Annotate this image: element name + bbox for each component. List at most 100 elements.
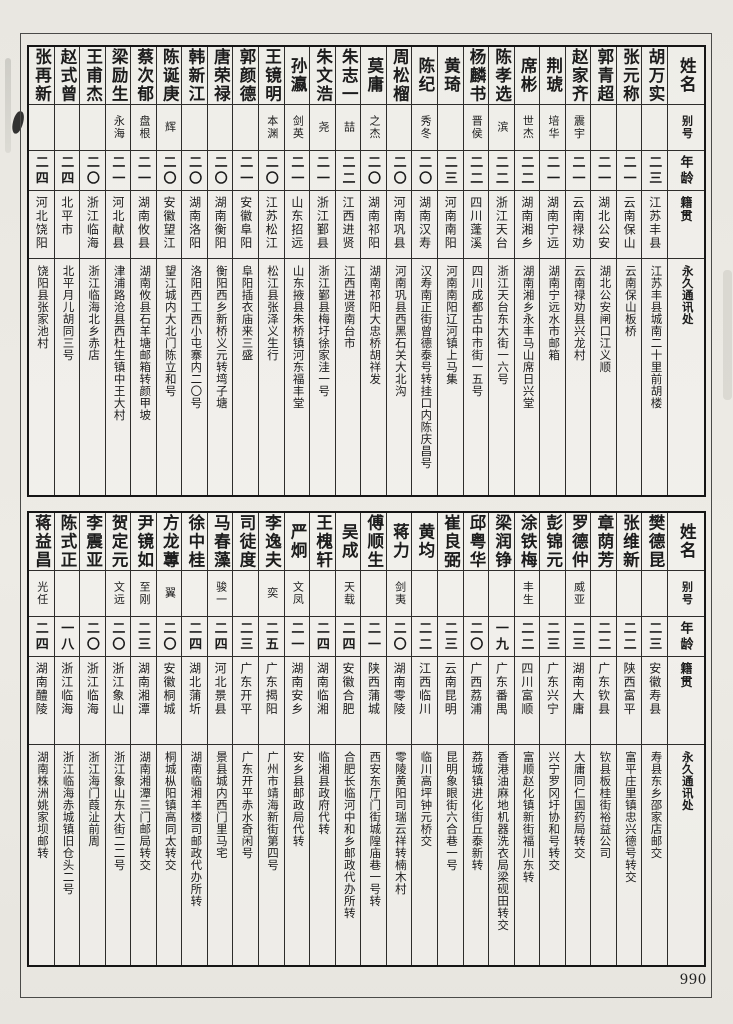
- entry-age-cell: 二一: [361, 617, 386, 657]
- entry-age-cell: 二〇: [386, 151, 412, 191]
- entry-address-text: 大庸同仁国药局转交: [572, 751, 585, 859]
- entry-age-text: 二三: [570, 620, 586, 653]
- entry-age-text: 二〇: [263, 154, 279, 187]
- directory-entry-column: 陈诞庚辉二〇 安徽望江 望江城内大北门陈立和号: [155, 47, 182, 495]
- entry-native-place-text: 浙江临海: [59, 662, 74, 716]
- directory-entry-column: 杨麟书 晋侯 二二 四川蓬溪 四川成都古中市街一五号: [462, 47, 489, 495]
- entry-alias-cell: [642, 571, 667, 617]
- entry-native-place-cell: 湖北公安: [591, 191, 616, 259]
- entry-native-place-cell: 湖南湘潭: [131, 657, 156, 745]
- entry-name-text: 涂铁梅: [518, 513, 538, 570]
- entry-name-text: 崔良弼: [441, 513, 461, 570]
- entry-native-place-cell: 江西临川: [412, 657, 437, 745]
- entry-address-cell: 富平庄里镇忠兴德号转交: [617, 745, 642, 965]
- entry-name-cell: 罗德仲: [565, 513, 591, 571]
- entry-age-text: 二二: [417, 620, 433, 653]
- entry-native-place-text: 湖南攸县: [136, 196, 151, 250]
- alias-row-header: 别号: [668, 571, 704, 617]
- entry-age-text: 一九: [493, 620, 509, 653]
- entry-age-text: 二三: [442, 154, 458, 187]
- entry-address-text: 浙江鄞县梅圩徐家洼一号: [317, 265, 330, 397]
- entry-address-cell: 云南禄劝县兴龙村: [566, 259, 591, 495]
- entry-address-cell: 湖南株洲姚家坝邮转: [29, 745, 54, 965]
- address-row-header: 永久通讯处: [668, 745, 704, 965]
- entry-age-cell: 二〇: [463, 617, 489, 657]
- entry-name-cell: 王槐轩: [310, 513, 335, 571]
- entry-alias-text: 之杰: [368, 115, 381, 140]
- entry-address-cell: 富顺赵化镇新街福川东转: [515, 745, 540, 965]
- entry-alias-text: 滨: [495, 121, 508, 134]
- entry-address-text: 寿县东乡邵家店邮交: [649, 751, 662, 859]
- entry-age-cell: 二四: [54, 151, 80, 191]
- entry-native-place-text: 安徽望江: [162, 196, 177, 250]
- entry-age-text: 二〇: [417, 154, 433, 187]
- entry-age-text: 二〇: [110, 620, 126, 653]
- directory-entry-column: 朱文浩尧二一 浙江鄞县 浙江鄞县梅圩徐家洼一号: [309, 47, 335, 495]
- entry-age-cell: 二三: [565, 617, 591, 657]
- entry-address-text: 江西进贤南台市: [342, 265, 355, 349]
- entry-address-text: 安乡县邮政局代转: [291, 751, 304, 847]
- directory-entry-column: 唐荣禄 二〇 湖南衡阳 衡阳西乡新桥义元转塆子塘: [206, 47, 233, 495]
- name-row-label: 姓名: [677, 57, 697, 94]
- entry-name-text: 吴成: [339, 523, 359, 560]
- entry-name-cell: 黄均: [412, 513, 437, 571]
- entry-name-cell: 王甫杰: [80, 47, 105, 105]
- entry-name-cell: 李逸夫: [259, 513, 284, 571]
- entry-name-cell: 朱志一: [335, 47, 361, 105]
- entry-age-cell: 二二: [514, 151, 540, 191]
- entry-alias-cell: 滨: [489, 105, 514, 151]
- entry-native-place-text: 广东钦县: [596, 662, 611, 716]
- entry-address-cell: 零陵黄阳司瑞云祥转楠木村: [387, 745, 412, 965]
- name-row-header: 姓名: [668, 47, 704, 105]
- entry-native-place-cell: 湖南醴陵: [28, 657, 54, 745]
- entry-alias-cell: 至刚: [131, 571, 156, 617]
- directory-entry-column: 朱志一喆二二 江西进贤 江西进贤南台市: [334, 47, 361, 495]
- entry-native-place-text: 湖北蒲圻: [187, 662, 202, 716]
- directory-entry-column: 徐中桂 二四 湖北蒲圻 湖南临湘羊楼司邮政代办所转: [181, 513, 207, 965]
- entry-address-text: 湖南湘乡永丰马山席日兴堂: [521, 265, 534, 409]
- entry-native-place-cell: 湖南大庸: [565, 657, 591, 745]
- entry-native-place-cell: 湖南汉寿: [412, 191, 437, 259]
- directory-entry-column: 蔡次郁 盘根 二一 湖南攸县 湖南攸县石羊塘邮箱转颜甲坡: [130, 47, 156, 495]
- entry-name-text: 唐荣禄: [211, 47, 231, 104]
- entry-name-text: 马春藻: [211, 513, 231, 570]
- age-row-header: 年龄: [668, 151, 704, 191]
- entry-address-cell: 临川高坪钟元桥交: [412, 745, 437, 965]
- directory-entry-column: 莫庸 之杰 二〇 湖南祁阳 湖南祁阳大忠桥胡祥发: [360, 47, 386, 495]
- entry-age-cell: 二一: [616, 151, 642, 191]
- entry-alias-cell: 盘根: [131, 105, 156, 151]
- entry-name-text: 陈式正: [58, 513, 78, 570]
- entry-native-place-cell: 四川富顺: [514, 657, 540, 745]
- entry-native-place-cell: 湖南衡阳: [207, 191, 233, 259]
- entry-age-text: 二一: [544, 154, 560, 187]
- entry-native-place-text: 广西荔浦: [468, 662, 483, 716]
- entry-alias-cell: [361, 571, 386, 617]
- entry-native-place-cell: 云南昆明: [437, 657, 463, 745]
- entry-address-text: 荔城镇进化街丘泰新转: [470, 751, 483, 871]
- directory-entry-column: 席彬 世杰 二二 湖南湘乡 湖南湘乡永丰马山席日兴堂: [513, 47, 540, 495]
- entry-name-cell: 赵家齐: [565, 47, 591, 105]
- directory-entry-column: 黄琦 二三 河南南阳 河南南阳辽河镇上马集: [436, 47, 463, 495]
- entry-name-cell: 蒋力: [386, 513, 412, 571]
- entry-address-cell: 望江城内大北门陈立和号: [157, 259, 182, 495]
- entry-address-text: 桐城枞阳镇高同太转交: [163, 751, 176, 871]
- entry-address-text: 松江县张泽义生行: [266, 265, 279, 361]
- entry-native-place-cell: 浙江鄞县: [310, 191, 335, 259]
- address-row-label: 永久通讯处: [680, 751, 693, 811]
- entry-native-place-cell: 广东兴宁: [540, 657, 565, 745]
- entry-address-cell: 浙江临海北乡赤店: [80, 259, 105, 495]
- entry-address-text: 钦县板桂街裕益公司: [598, 751, 611, 859]
- entry-address-cell: 山东掖县朱桥镇河东福丰堂: [285, 259, 310, 495]
- entry-alias-text: 尧: [316, 121, 329, 134]
- entry-age-cell: 二〇: [361, 151, 386, 191]
- directory-entry-column: 邱粤华 二〇 广西荔浦 荔城镇进化街丘泰新转: [462, 513, 489, 965]
- entry-alias-cell: 世杰: [514, 105, 540, 151]
- entry-native-place-text: 云南昆明: [443, 662, 458, 716]
- entry-native-place-cell: 湖南临湘: [310, 657, 335, 745]
- directory-entry-column: 郭颜德 二一 安徽阜阳 阜阳插衣庙来三盛: [232, 47, 258, 495]
- entry-age-text: 二二: [493, 154, 509, 187]
- entry-age-text: 二一: [596, 154, 612, 187]
- entry-native-place-text: 浙江象山: [110, 662, 125, 716]
- directory-entry-column: 蒋益昌 光任 二四 湖南醴陵 湖南株洲姚家坝邮转: [28, 513, 54, 965]
